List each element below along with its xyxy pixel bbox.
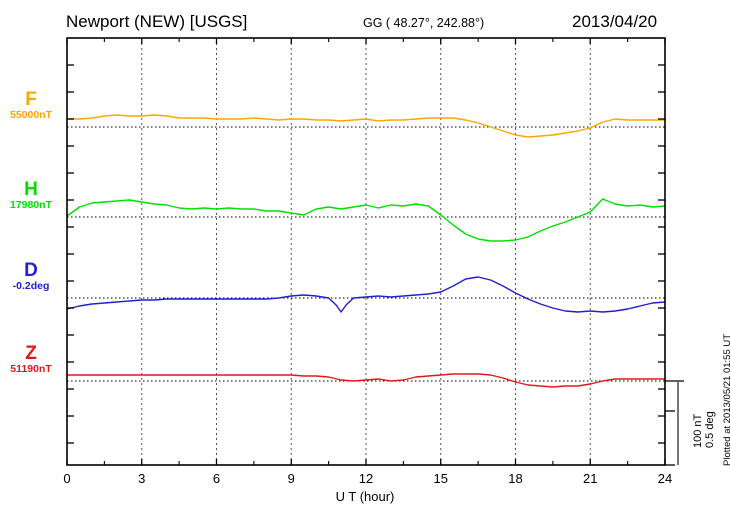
trace-F	[66, 114, 666, 138]
plot-frame	[66, 37, 666, 466]
scale-bar-deg-label: 0.5 deg	[704, 411, 716, 448]
geographic-coordinates: GG ( 48.27°, 242.88°)	[363, 16, 485, 30]
axis-baseline-value-H: 17980nT	[9, 199, 53, 211]
observation-date: 2013/04/20	[572, 12, 658, 31]
x-tick-label: 6	[212, 471, 221, 486]
axis-label-Z: Z	[25, 343, 37, 364]
x-axis-title: U T (hour)	[335, 489, 395, 504]
x-tick-label: 21	[583, 471, 598, 486]
page-title: Newport (NEW) [USGS]	[66, 12, 248, 31]
x-tick-label: 9	[287, 471, 295, 486]
trace-D	[66, 276, 666, 313]
axis-baseline-value-D: -0.2deg	[12, 280, 50, 292]
x-tick-label: 24	[657, 471, 673, 486]
axis-label-H: H	[24, 179, 38, 200]
axis-baseline-value-Z: 51190nT	[10, 363, 52, 375]
axis-label-F: F	[25, 89, 37, 110]
axis-baseline-value-F: 55000nT	[9, 109, 53, 121]
x-tick-label: 18	[508, 471, 523, 486]
axis-label-D: D	[24, 260, 38, 281]
x-tick-label: 0	[63, 471, 71, 486]
x-tick-label: 12	[358, 471, 374, 486]
trace-Z	[66, 373, 666, 388]
x-tick-label: 3	[138, 471, 146, 486]
trace-H	[66, 198, 666, 242]
scale-bar-nt-label: 100 nT	[692, 413, 704, 448]
plotted-at-timestamp: Plotted at 2013/05/21 01:55 UT	[722, 333, 730, 466]
x-tick-label: 15	[433, 471, 448, 486]
